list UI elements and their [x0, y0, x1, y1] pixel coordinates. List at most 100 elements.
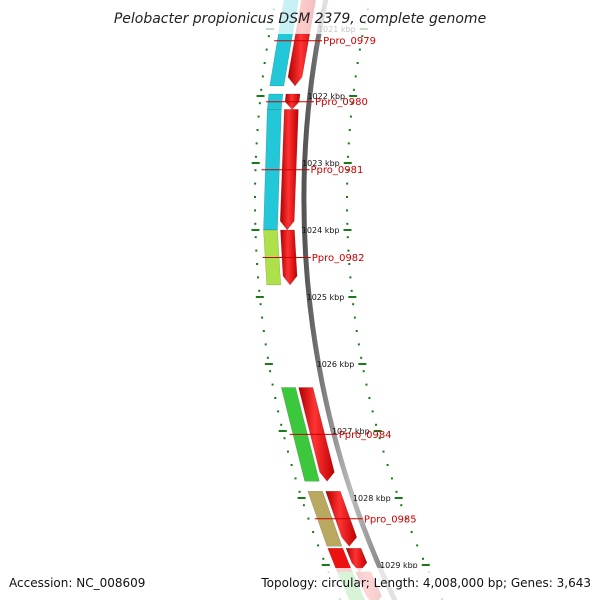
gene-label: Ppro_0980 [315, 97, 368, 108]
gene-labels: Ppro_0979 Ppro_0980 Ppro_0981 Ppro_0982 Ppro… [261, 36, 417, 525]
gene-label: Ppro_0985 [364, 514, 417, 525]
ruler-dot [257, 276, 260, 279]
ruler-dot [410, 531, 413, 533]
ruler-dot [254, 155, 257, 158]
ruler-dot [302, 504, 305, 507]
ruler-dot [348, 129, 351, 131]
ruler-dot [260, 88, 263, 91]
tick-label: 1026 kbp [317, 360, 355, 369]
ruler-dot [269, 370, 272, 373]
ruler-dot [347, 142, 350, 145]
ruler-dot [354, 75, 357, 78]
tick-label: 1024 kbp [302, 226, 340, 235]
ruler-dot [290, 464, 293, 466]
ruler-dot [358, 48, 361, 51]
ruler-dot [346, 182, 349, 185]
ruler-dot [356, 62, 359, 64]
ruler-dot [346, 222, 349, 225]
ruler-dot [280, 423, 283, 426]
ruler-dot [274, 397, 277, 399]
ruler-dot [416, 544, 419, 547]
tick-label: 1028 kbp [353, 494, 391, 503]
ruler-dot [254, 169, 257, 172]
ruler-dot [312, 531, 315, 533]
ruler-dot [353, 316, 356, 319]
tick-label: 1027 kbp [332, 427, 370, 436]
ruler-dot [346, 196, 349, 198]
ruler-dot [382, 450, 385, 453]
gene-label: Ppro_0981 [310, 165, 363, 176]
ruler-dot [360, 356, 363, 359]
accession-text: Accession: NC_008609 [9, 576, 145, 590]
gene-label: Ppro_0982 [312, 253, 365, 264]
ruler-dot [350, 289, 353, 292]
ruler-dot [258, 289, 261, 292]
ruler-dot [352, 88, 355, 91]
ruler-dot [347, 249, 350, 252]
ruler-dot [361, 35, 364, 38]
tick-label: 1023 kbp [302, 159, 340, 168]
ruler-dot [256, 129, 259, 131]
ruler-dot [351, 102, 354, 105]
ruler-dot [255, 249, 258, 252]
ruler-dot [352, 303, 355, 306]
tick-label: 1025 kbp [307, 293, 345, 302]
footer-band [0, 568, 600, 600]
ruler-dot [264, 343, 267, 346]
ruler-dot [355, 330, 358, 332]
ruler-dot [307, 517, 310, 520]
ruler-dot [259, 303, 262, 306]
ruler-dot [298, 490, 301, 493]
topology-text: Topology: circular; Length: 4,008,000 bp… [260, 576, 591, 590]
ruler-dot [365, 383, 368, 386]
ruler-dot [294, 477, 297, 480]
ruler-dot [254, 182, 257, 185]
ruler-dot [405, 517, 408, 520]
ruler-dot [395, 490, 398, 493]
ruler-dot [347, 155, 350, 158]
ruler-dots-outer [346, 8, 444, 600]
ruler-dot [390, 477, 393, 480]
ruler-dot [368, 397, 371, 399]
ruler-dot [262, 330, 265, 332]
ruler-dot [277, 410, 280, 413]
ruler-dot [317, 544, 320, 547]
backbone-arc [301, 0, 398, 600]
ruler-dot [254, 209, 257, 212]
ruler-dot [263, 62, 266, 64]
ruler-dot [357, 343, 360, 346]
ruler-dot [371, 410, 374, 413]
ruler-dot [421, 557, 424, 560]
ruler-dot [400, 504, 403, 507]
ruler-dot [254, 222, 257, 225]
ruler-dot [348, 263, 351, 265]
gene-label: Ppro_0984 [339, 430, 392, 441]
ruler-dot [254, 236, 257, 239]
ruler-dot [266, 356, 269, 359]
cds-arrow-unnamed-6 [345, 548, 368, 573]
ruler-dot [271, 383, 274, 386]
ruler-dot [261, 316, 264, 319]
ruler-dot [258, 102, 261, 105]
ruler-dot [267, 35, 270, 38]
ruler-dot [375, 423, 378, 426]
ruler-dot [346, 169, 349, 172]
ruler-dot [378, 437, 381, 440]
ruler-dot [265, 48, 268, 51]
tick-label: 1029 kbp [380, 561, 418, 570]
ruler-dot [261, 75, 264, 78]
ruler-dot [283, 437, 286, 440]
ruler-dot [349, 115, 352, 118]
ruler-dot [386, 464, 389, 466]
title-band [0, 0, 600, 34]
ruler-dot [256, 263, 259, 265]
ruler-dot [346, 209, 349, 212]
map-title: Pelobacter propionicus DSM 2379, complet… [114, 11, 486, 27]
ruler-dot [346, 236, 349, 239]
tick-label: 1022 kbp [307, 92, 345, 101]
ruler-dot [257, 115, 260, 118]
ruler-dot [349, 276, 352, 279]
gene-label: Ppro_0979 [323, 36, 376, 47]
ruler-dot [286, 450, 289, 453]
